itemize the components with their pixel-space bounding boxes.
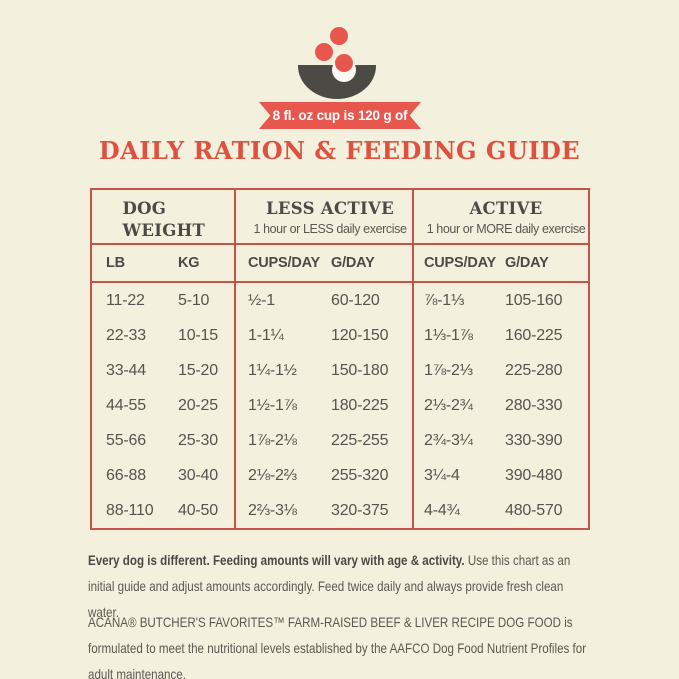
feeding-advice-bold: Every dog is different. Feeding amounts …: [88, 552, 465, 568]
cell-cups-less-active: 1¼-1½: [234, 353, 319, 388]
cell-cups-less-active: ½-1: [234, 283, 319, 318]
feeding-advice-note: Every dog is different. Feeding amounts …: [88, 547, 595, 625]
cell-kg: 25-30: [178, 431, 218, 449]
column-header-lb: LB: [92, 245, 164, 283]
cell-cups-active: 2⅓-2¾: [412, 388, 497, 423]
cell-g-less-active: 60-120: [331, 291, 380, 309]
column-header-g-day-active: G/DAY: [497, 245, 588, 283]
aafco-statement: ACANA® BUTCHER'S FAVORITES™ FARM-RAISED …: [88, 609, 595, 679]
cell-lb: 11-22: [106, 291, 145, 309]
cell-g-active: 160-225: [505, 326, 563, 344]
cell-kg: 40-50: [178, 501, 218, 519]
cell-g-active: 330-390: [505, 431, 563, 449]
cup-measure-banner: 8 fl. oz cup is 120 g of food: [259, 102, 421, 129]
cell-cups-active: ⅞-1⅓: [412, 283, 497, 318]
kibble-dot-icon: [315, 43, 333, 61]
feeding-table: DOG WEIGHT LESS ACTIVE 1 hour or LESS da…: [90, 188, 590, 530]
cell-g-active: 280-330: [505, 396, 563, 414]
column-group-title: LESS ACTIVE: [265, 199, 394, 218]
column-group-dog-weight: DOG WEIGHT: [92, 190, 234, 245]
cell-kg: 30-40: [178, 466, 218, 484]
column-group-subtitle: 1 hour or MORE daily exercise: [426, 221, 586, 236]
column-group-subtitle: 1 hour or LESS daily exercise: [253, 221, 407, 236]
cell-lb: 44-55: [106, 396, 146, 414]
kibble-dot-icon: [335, 54, 353, 72]
cell-cups-active: 2¾-3¼: [412, 423, 497, 458]
cell-lb: 33-44: [106, 361, 146, 379]
cell-lb: 22-33: [106, 326, 146, 344]
cell-cups-less-active: 2⅛-2⅔: [234, 458, 319, 493]
cell-g-active: 105-160: [505, 291, 563, 309]
cell-cups-less-active: 1⅞-2⅛: [234, 423, 319, 458]
cell-g-less-active: 150-180: [331, 361, 389, 379]
column-group-title: ACTIVE: [469, 199, 543, 218]
aafco-statement-rest: is formulated to meet the nutritional le…: [88, 614, 587, 679]
column-header-cups-day-active: CUPS/DAY: [412, 245, 497, 283]
cell-kg: 15-20: [178, 361, 218, 379]
feeding-advice-rest: Use this chart as an initial guide and a…: [88, 552, 571, 620]
cell-lb: 55-66: [106, 431, 146, 449]
column-header-g-day-less-active: G/DAY: [319, 245, 412, 283]
page-title: DAILY RATION & FEEDING GUIDE: [98, 136, 581, 165]
cell-g-active: 390-480: [505, 466, 563, 484]
column-header-cups-day-less-active: CUPS/DAY: [234, 245, 320, 283]
cell-cups-less-active: 1½-1⅞: [234, 388, 319, 423]
cell-cups-less-active: 1-1¼: [234, 318, 319, 353]
cell-g-active: 480-570: [505, 501, 563, 519]
product-name-caps: ACANA® BUTCHER'S FAVORITES™ FARM-RAISED …: [88, 614, 562, 630]
cell-g-less-active: 255-320: [331, 466, 389, 484]
column-group-less-active: LESS ACTIVE 1 hour or LESS daily exercis…: [234, 190, 412, 245]
cell-cups-active: 4-4¾: [412, 493, 497, 528]
cell-g-less-active: 120-150: [331, 326, 389, 344]
column-group-active: ACTIVE 1 hour or MORE daily exercise: [412, 190, 588, 245]
cell-lb: 66-88: [106, 466, 146, 484]
cell-cups-active: 1⅓-1⅞: [412, 318, 497, 353]
cell-lb: 88-110: [106, 501, 154, 519]
cell-kg: 20-25: [178, 396, 218, 414]
cell-g-less-active: 180-225: [331, 396, 389, 414]
cell-g-less-active: 320-375: [331, 501, 389, 519]
column-group-title: DOG WEIGHT: [122, 199, 206, 240]
cell-cups-less-active: 2⅔-3⅛: [234, 493, 319, 528]
column-header-kg: KG: [164, 245, 234, 283]
cell-kg: 5-10: [178, 291, 210, 309]
cell-cups-active: 3¼-4: [412, 458, 497, 493]
cell-g-active: 225-280: [505, 361, 563, 379]
cell-cups-active: 1⅞-2⅓: [412, 353, 497, 388]
kibble-dot-icon: [330, 27, 348, 45]
cell-kg: 10-15: [178, 326, 218, 344]
cell-g-less-active: 225-255: [331, 431, 389, 449]
